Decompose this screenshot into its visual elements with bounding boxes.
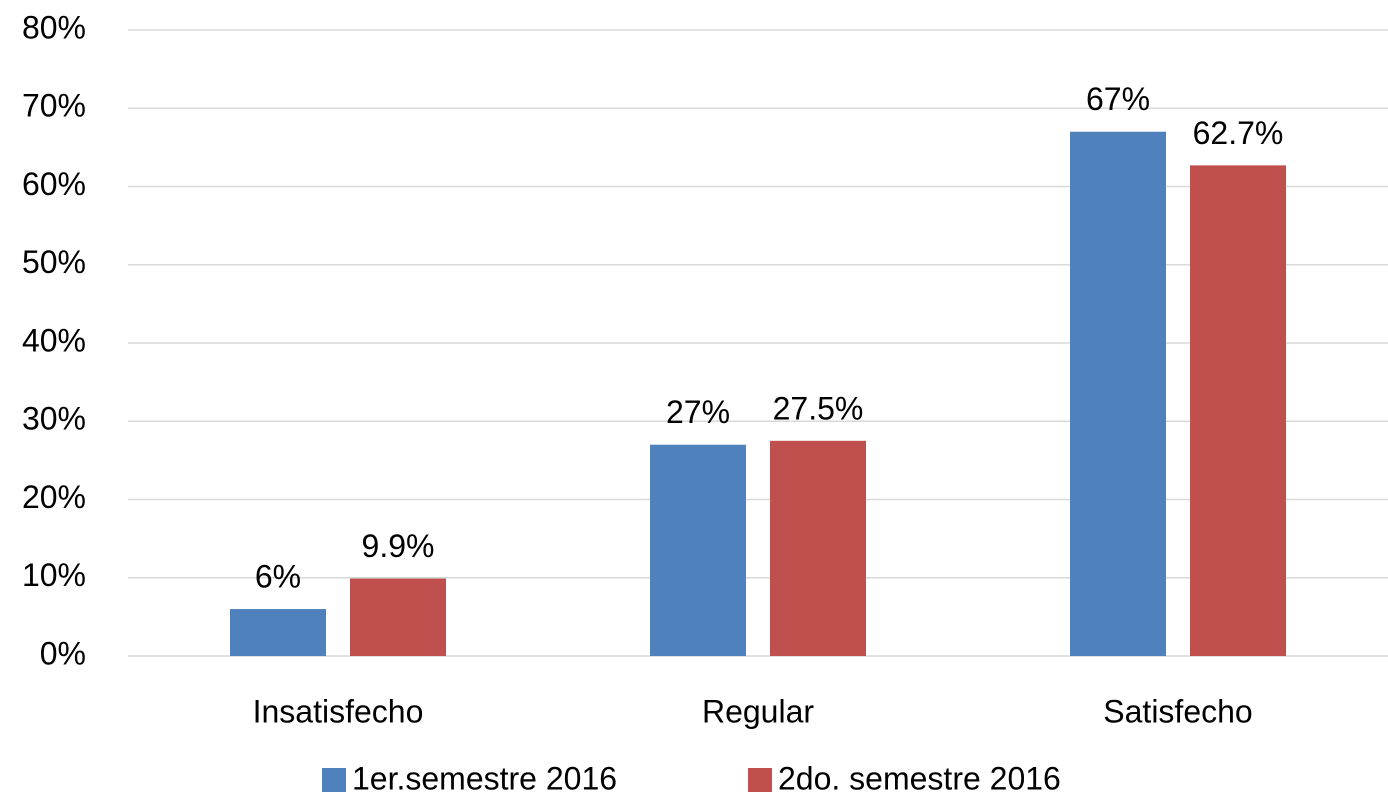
data-label: 27% — [666, 394, 730, 430]
legend-swatch — [748, 768, 772, 792]
bar — [770, 440, 866, 656]
data-label: 62.7% — [1193, 115, 1284, 151]
legend-swatch — [322, 768, 346, 792]
y-tick-label: 10% — [22, 557, 86, 593]
bar — [230, 609, 326, 656]
bar — [350, 578, 446, 656]
x-tick-label: Regular — [702, 693, 814, 729]
bar — [1070, 131, 1166, 657]
y-tick-label: 20% — [22, 479, 86, 515]
x-tick-label: Satisfecho — [1103, 693, 1252, 729]
y-tick-label: 30% — [22, 401, 86, 437]
y-tick-label: 70% — [22, 88, 86, 124]
bar — [1190, 165, 1286, 656]
x-tick-label: Insatisfecho — [253, 693, 424, 729]
data-label: 9.9% — [362, 528, 435, 564]
data-label: 6% — [255, 559, 301, 595]
y-tick-label: 60% — [22, 166, 86, 202]
legend-label: 1er.semestre 2016 — [352, 760, 617, 796]
data-label: 27.5% — [773, 390, 864, 426]
y-tick-label: 80% — [22, 9, 86, 45]
legend-label: 2do. semestre 2016 — [778, 760, 1061, 796]
y-tick-label: 40% — [22, 322, 86, 358]
bar — [650, 444, 746, 656]
y-tick-label: 0% — [40, 635, 86, 671]
y-tick-label: 50% — [22, 244, 86, 280]
data-label: 67% — [1086, 81, 1150, 117]
